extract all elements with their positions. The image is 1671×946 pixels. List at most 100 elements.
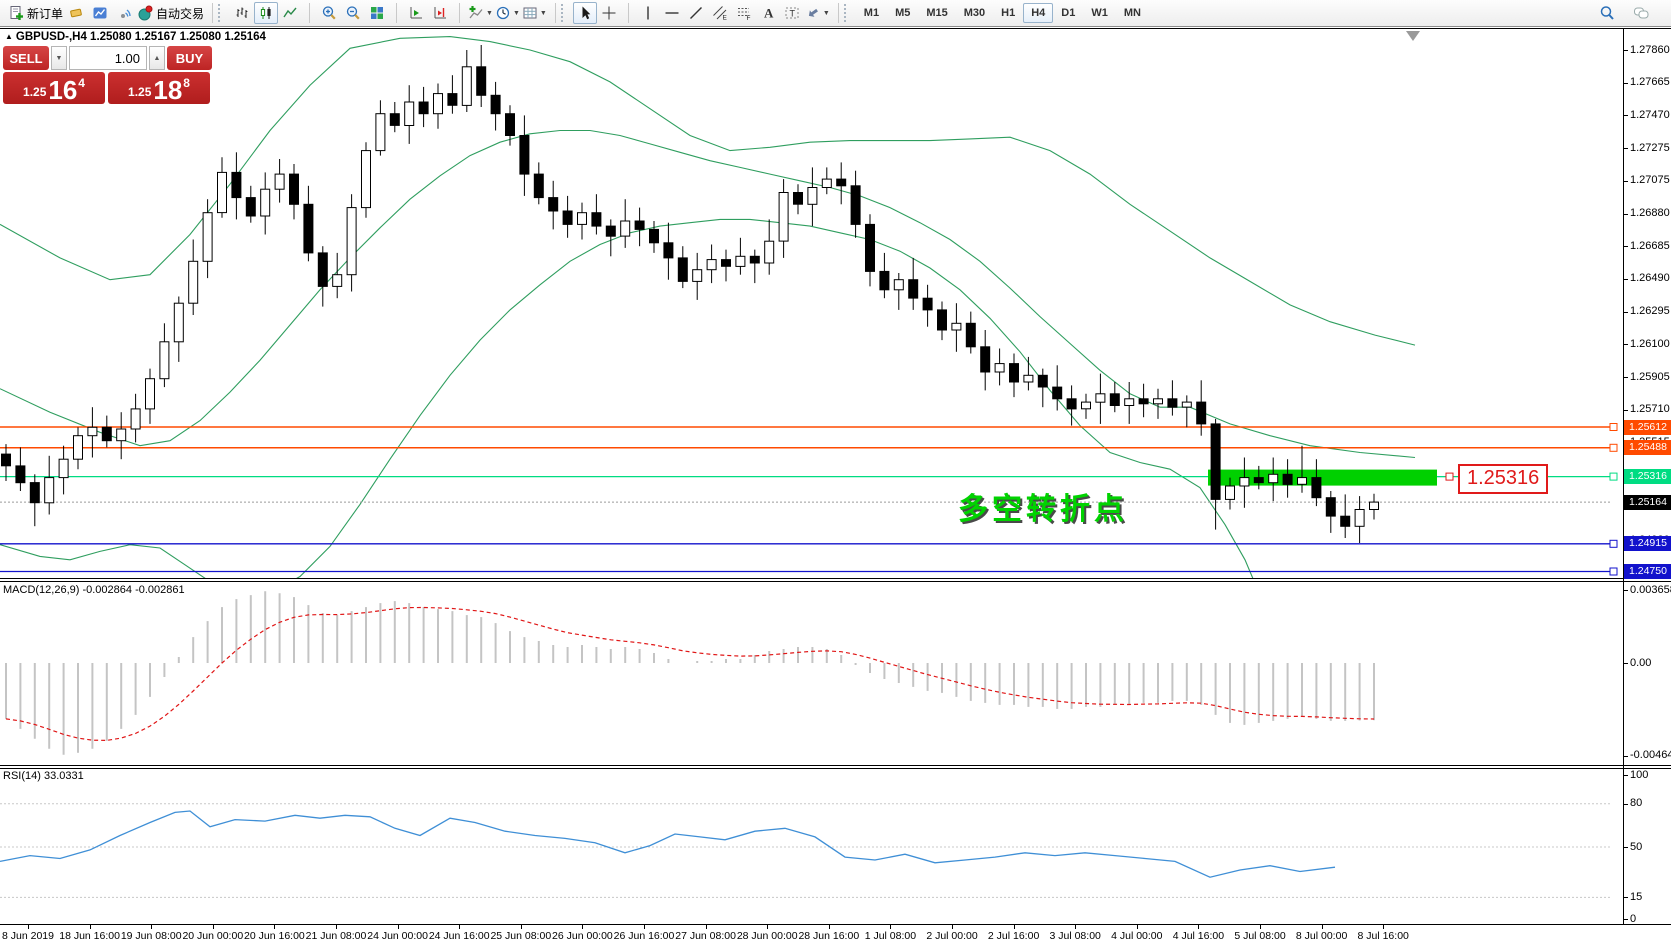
price-axis-label: 1.26685 [1630,239,1670,252]
sell-button[interactable]: SELL [3,46,49,70]
price-axis-label: 1.27665 [1630,76,1670,89]
time-axis[interactable]: 8 Jun 2019 18 Jun 16:00 19 Jun 08:00 20 Jun… [0,925,1671,946]
auto-trading-button[interactable]: 自动交易 [136,2,205,24]
buy-button[interactable]: BUY [167,46,212,70]
dropdown-caret-icon[interactable]: ▼ [822,9,830,17]
timeframe-button-m30[interactable]: M30 [963,7,986,19]
signals-button[interactable] [112,2,136,24]
chart-bars-icon [234,5,250,21]
timeframe-button-m1[interactable]: M1 [863,7,880,19]
toolbar-grip[interactable] [843,4,849,22]
dropdown-caret-icon[interactable]: ▼ [539,9,547,17]
timeframe-button-h1[interactable]: H1 [1001,7,1016,19]
toolbar-grip[interactable] [218,4,223,22]
chat-button[interactable] [1629,2,1653,24]
level-line-handle[interactable] [1609,539,1618,548]
text-button[interactable]: A [756,2,780,24]
chart-macd-separator[interactable] [0,578,1671,579]
periods-button[interactable]: ▼ [494,2,521,24]
time-axis-separator [0,924,1671,925]
chart-annotation-text[interactable]: 多空转折点 [958,493,1128,526]
toolbar-grip[interactable] [560,4,566,22]
level-line-handle[interactable] [1609,443,1618,452]
publish-chart-button[interactable] [88,2,112,24]
sell-price-big: 16 [48,75,78,105]
volume-increase-button[interactable]: ▲ [149,46,165,70]
level-line-handle[interactable] [1609,472,1618,481]
level-line-handle[interactable] [1609,423,1618,431]
collapse-panel-icon[interactable]: ▲ [5,32,13,41]
timeframe-button-h4[interactable]: H4 [1023,3,1054,23]
indicators-button[interactable]: ▼ [467,2,494,24]
chart-macd-separator-2 [0,581,1671,582]
current-price-badge: 1.25164 [1624,494,1671,510]
chart-shift-marker-icon[interactable] [1406,31,1420,41]
label-button[interactable]: T [780,2,804,24]
shapes-button[interactable]: ▼ [804,2,831,24]
chart-line-button[interactable] [278,2,302,24]
price-tag-anchor[interactable] [1445,472,1454,481]
chart-candles-button[interactable] [254,2,279,24]
volume-decrease-button[interactable]: ▼ [51,46,67,70]
candlestick-chart[interactable] [0,28,1623,578]
timeframe-button-mn[interactable]: MN [1123,7,1141,19]
macd-rsi-separator-2 [0,768,1671,769]
price-axis[interactable]: 1.27860 1.27665 1.27470 1.27275 1.27075 1.268… [1623,28,1671,925]
level-price-badge: 1.25316 [1624,469,1671,485]
crosshair-button[interactable] [597,2,621,24]
time-axis-label: 2 Jul 16:00 [987,930,1040,942]
cursor-button[interactable] [572,2,597,24]
price-tag-label[interactable]: 1.25316 [1458,464,1549,494]
trendline-icon [688,5,704,21]
chart-shift-button[interactable] [428,2,452,24]
channel-button[interactable]: E [708,2,732,24]
zoom-out-button[interactable] [341,2,365,24]
tile-windows-button[interactable] [365,2,389,24]
timeframe-button-m5[interactable]: M5 [895,7,911,19]
auto-scroll-icon [408,5,424,21]
timeframe-button-w1[interactable]: W1 [1091,7,1108,19]
gold-button[interactable] [64,2,88,24]
templates-button[interactable]: ▼ [521,2,548,24]
macd-rsi-separator[interactable] [0,765,1671,766]
price-axis-label: 1.26295 [1630,305,1670,318]
rsi-indicator-panel[interactable] [0,768,1623,924]
zoom-out-icon [345,5,361,21]
dropdown-caret-icon[interactable]: ▼ [486,9,493,17]
sell-price[interactable]: 1.25 16 4 [3,72,105,104]
chart-candles-icon [258,5,274,21]
svg-text:A: A [764,6,774,21]
price-axis-label: 1.26100 [1630,337,1670,350]
search-button[interactable] [1595,2,1619,24]
time-axis-label: 20 Jun 16:00 [244,930,305,942]
periods-icon [495,5,511,21]
auto-scroll-button[interactable] [404,2,428,24]
buy-price[interactable]: 1.25 18 8 [108,72,210,104]
timeframe-button-m15[interactable]: M15 [926,7,948,19]
rsi-axis-label: 100 [1630,768,1649,781]
toolbar-separator [396,3,398,23]
macd-indicator-panel[interactable] [0,582,1623,765]
time-axis-label: 8 Jul 00:00 [1295,930,1348,942]
trendline-button[interactable] [684,2,708,24]
time-axis-label: 24 Jun 16:00 [428,930,490,942]
dropdown-caret-icon[interactable]: ▼ [512,9,520,17]
auto-trading-icon [137,5,153,21]
buy-price-sup: 8 [183,76,190,90]
time-axis-label: 20 Jun 00:00 [182,930,244,942]
highlight-rectangle[interactable] [1208,469,1437,486]
vertical-line-button[interactable] [636,2,660,24]
zoom-in-button[interactable] [317,2,341,24]
fibonacci-button[interactable]: F [732,2,756,24]
shapes-icon [805,5,821,21]
timeframe-button-d1[interactable]: D1 [1061,7,1076,19]
svg-text:T: T [789,9,795,19]
symbol-ohlc-line: ▲ GBPUSD-,H4 1.25080 1.25167 1.25080 1.25… [5,31,266,43]
chart-bars-button[interactable] [230,2,254,24]
new-order-button[interactable]: 新订单 [7,2,64,24]
rsi-axis-label: 80 [1630,797,1643,810]
horizontal-line-button[interactable] [660,2,684,24]
level-line-handle[interactable] [1609,567,1618,576]
price-axis-label: 1.25710 [1630,403,1670,416]
volume-input[interactable]: 1.00 [69,46,147,70]
